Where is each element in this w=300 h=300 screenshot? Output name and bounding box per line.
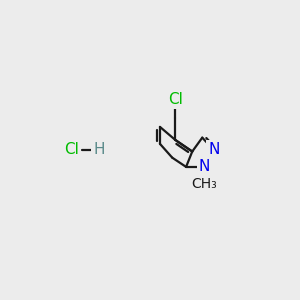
Text: N: N — [208, 142, 220, 158]
Text: Cl: Cl — [168, 92, 183, 106]
Text: H: H — [93, 142, 105, 158]
Text: N: N — [199, 159, 210, 174]
Text: Cl: Cl — [64, 142, 79, 158]
Text: CH₃: CH₃ — [192, 177, 218, 191]
